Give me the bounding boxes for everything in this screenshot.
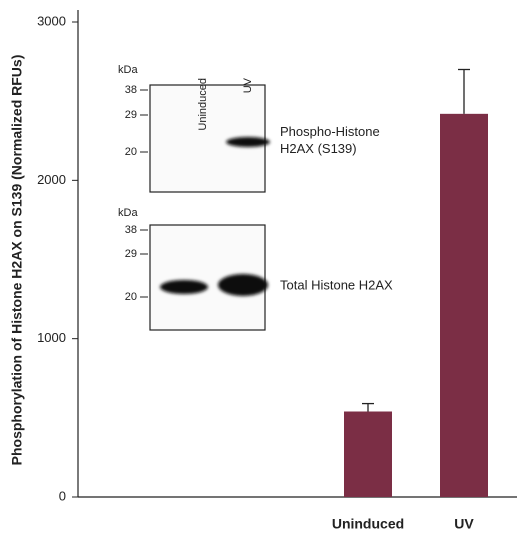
y-axis-label: Phosphorylation of Histone H2AX on S139 … — [9, 55, 25, 466]
lane-label: Uninduced — [197, 78, 209, 131]
marker-label: 29 — [125, 109, 137, 121]
bar — [344, 412, 392, 498]
y-tick-label: 0 — [59, 488, 66, 503]
x-tick-label: UV — [454, 516, 474, 532]
band-label: Total Histone H2AX — [280, 277, 393, 292]
y-tick-label: 3000 — [37, 13, 66, 28]
marker-label: 29 — [125, 248, 137, 260]
marker-label: 20 — [125, 146, 137, 158]
bar — [440, 114, 488, 497]
marker-label: 38 — [125, 84, 137, 96]
y-tick-label: 2000 — [37, 172, 66, 187]
marker-label: 38 — [125, 224, 137, 236]
marker-label: 20 — [125, 291, 137, 303]
x-tick-label: Uninduced — [332, 516, 404, 532]
kda-label: kDa — [118, 64, 138, 76]
blot-band — [226, 137, 270, 147]
kda-label: kDa — [118, 207, 138, 219]
band-label: Phospho-Histone — [280, 124, 380, 139]
blot-band — [160, 280, 208, 294]
chart: Phosphorylation of Histone H2AX on S139 … — [0, 0, 517, 535]
blot-band — [218, 274, 268, 296]
lane-label: UV — [242, 77, 254, 93]
y-tick-label: 1000 — [37, 330, 66, 345]
band-label: H2AX (S139) — [280, 141, 357, 156]
